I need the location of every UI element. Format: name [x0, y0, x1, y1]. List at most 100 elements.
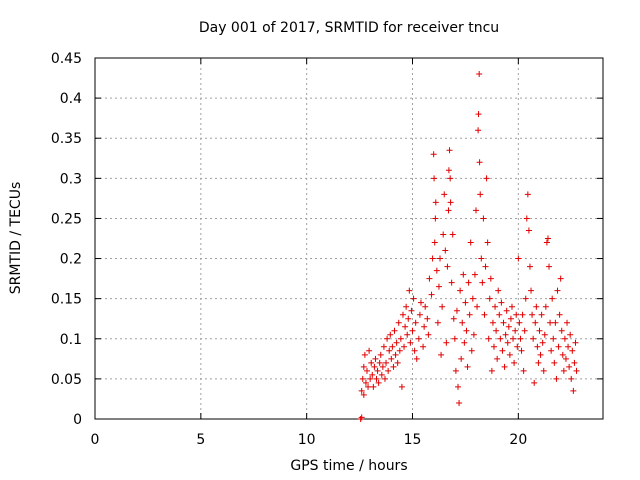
- data-point: [541, 331, 548, 338]
- data-point: [557, 275, 564, 282]
- data-point: [476, 71, 483, 78]
- data-point: [358, 414, 365, 421]
- data-point: [492, 303, 499, 310]
- data-point: [373, 375, 380, 382]
- data-point: [455, 383, 462, 390]
- x-tick-label: 10: [298, 432, 316, 448]
- data-point: [466, 311, 473, 318]
- data-point: [430, 151, 437, 158]
- data-point: [535, 359, 542, 366]
- data-point: [362, 379, 369, 386]
- data-point: [431, 239, 438, 246]
- data-point: [401, 343, 408, 350]
- data-point: [412, 319, 419, 326]
- data-point: [471, 271, 478, 278]
- data-point: [522, 295, 529, 302]
- data-point: [546, 263, 553, 270]
- data-point: [532, 319, 539, 326]
- x-tick-label: 0: [91, 432, 100, 448]
- data-point: [468, 347, 475, 354]
- data-point: [560, 367, 567, 374]
- data-point: [396, 347, 403, 354]
- data-point: [484, 239, 491, 246]
- data-point: [370, 383, 377, 390]
- data-point: [558, 327, 565, 334]
- data-point: [475, 111, 482, 118]
- data-point: [380, 343, 387, 350]
- data-point: [359, 375, 366, 382]
- data-point: [505, 323, 512, 330]
- data-point: [383, 359, 390, 366]
- data-point: [481, 311, 488, 318]
- y-tick-label: 0.3: [60, 171, 82, 187]
- data-point: [503, 307, 510, 314]
- data-point: [516, 319, 523, 326]
- data-point: [392, 351, 399, 358]
- data-point: [469, 295, 476, 302]
- data-point: [513, 311, 520, 318]
- data-point: [487, 275, 494, 282]
- data-point: [376, 359, 383, 366]
- data-point: [483, 175, 490, 182]
- x-tick-label: 20: [509, 432, 527, 448]
- data-point: [435, 283, 442, 290]
- data-point: [446, 147, 453, 154]
- data-point: [512, 327, 519, 334]
- data-points: [357, 71, 580, 422]
- data-point: [442, 247, 449, 254]
- data-point: [461, 339, 468, 346]
- data-point: [571, 359, 578, 366]
- data-point: [460, 271, 467, 278]
- plot-frame: [94, 57, 604, 420]
- data-point: [413, 355, 420, 362]
- data-point: [379, 363, 386, 370]
- data-point: [573, 367, 580, 374]
- data-point: [452, 367, 459, 374]
- data-point: [403, 303, 410, 310]
- data-point: [517, 335, 524, 342]
- data-point: [360, 363, 367, 370]
- data-point: [485, 335, 492, 342]
- x-tick-label: 15: [404, 432, 422, 448]
- data-point: [432, 199, 439, 206]
- data-point: [361, 351, 368, 358]
- data-point: [459, 319, 466, 326]
- y-tick-label: 0.25: [51, 211, 82, 227]
- x-axis-label: GPS time / hours: [290, 458, 407, 474]
- data-point: [475, 127, 482, 134]
- chart-title: Day 001 of 2017, SRMTID for receiver tnc…: [199, 20, 499, 36]
- data-point: [464, 363, 471, 370]
- data-point: [542, 303, 549, 310]
- axis-ticks: [94, 57, 603, 420]
- data-point: [402, 323, 409, 330]
- data-point: [439, 303, 446, 310]
- data-point: [360, 391, 367, 398]
- data-point: [567, 331, 574, 338]
- y-axis-label: SRMTID / TECUs: [8, 182, 24, 295]
- data-point: [500, 319, 507, 326]
- data-point: [552, 319, 559, 326]
- data-point: [366, 347, 373, 354]
- data-point: [429, 255, 436, 262]
- data-point: [506, 351, 513, 358]
- data-point: [566, 363, 573, 370]
- y-tick-label: 0.45: [51, 51, 82, 67]
- data-point: [504, 339, 511, 346]
- data-point: [371, 363, 378, 370]
- grid-lines: [95, 58, 603, 419]
- data-point: [367, 375, 374, 382]
- data-point: [501, 363, 508, 370]
- data-point: [456, 399, 463, 406]
- y-tick-label: 0.05: [51, 372, 82, 388]
- data-point: [384, 335, 391, 342]
- data-point: [389, 343, 396, 350]
- data-point: [447, 175, 454, 182]
- data-point: [420, 343, 427, 350]
- data-point: [478, 255, 485, 262]
- data-point: [507, 315, 514, 322]
- data-point: [526, 263, 533, 270]
- data-point: [404, 331, 411, 338]
- data-point: [554, 287, 561, 294]
- data-point: [533, 303, 540, 310]
